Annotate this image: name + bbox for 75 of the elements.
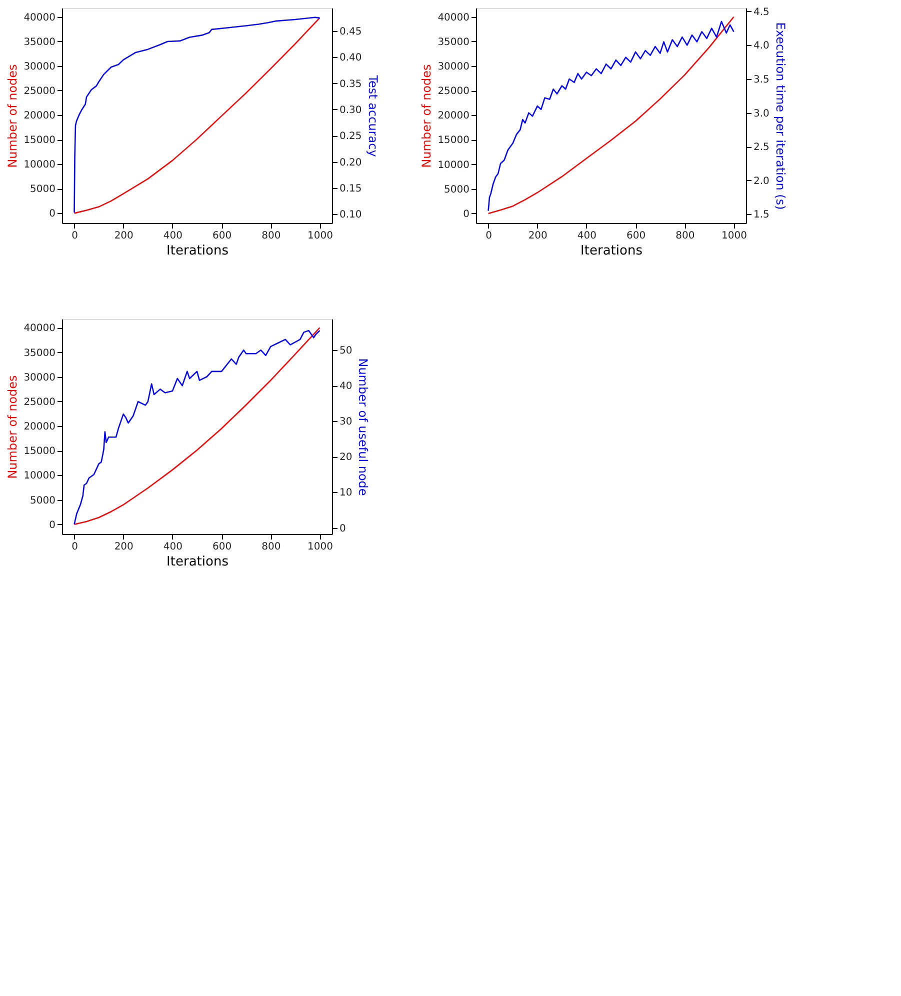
y-tick-label: 15000 (24, 446, 56, 458)
y2-tick-label: 0 (340, 523, 346, 534)
y2-tick-label: 0.35 (340, 78, 362, 90)
y-tick-label: 20000 (24, 110, 56, 122)
y2-tick-label: 20 (340, 452, 352, 464)
x-axis-title: Iterations (580, 244, 643, 258)
x-tick-label: 200 (114, 542, 134, 552)
y-tick-label: 40000 (24, 323, 56, 334)
x-tick-label: 200 (114, 230, 134, 242)
y-tick-label: 0 (463, 208, 470, 220)
y2-tick-label: 4.5 (754, 6, 770, 18)
y2-tick-label: 1.5 (754, 210, 770, 221)
y-tick-label: 10000 (438, 160, 470, 171)
y2-tick-label: 0.30 (340, 104, 362, 116)
y-tick-label: 15000 (24, 135, 56, 146)
y-tick-label: 20000 (24, 422, 56, 433)
y2-axis-title: Number of useful node (356, 358, 370, 496)
x-tick-label: 1000 (308, 542, 333, 552)
y-tick-label: 25000 (24, 396, 56, 408)
x-tick-label: 600 (626, 230, 646, 242)
y-axis-title: Number of nodes (6, 375, 20, 479)
y-tick-label: 30000 (24, 61, 56, 72)
x-tick-label: 400 (163, 230, 182, 242)
x-tick-label: 800 (262, 230, 281, 242)
x-axis-title: Iterations (166, 554, 229, 570)
y2-tick-label: 3.0 (754, 108, 770, 120)
y2-tick-label: 4.0 (754, 40, 770, 52)
y-tick-label: 40000 (438, 12, 470, 24)
x-tick-label: 800 (262, 542, 281, 552)
x-tick-label: 0 (72, 230, 78, 242)
x-axis-title: Iterations (166, 244, 229, 258)
x-tick-label: 800 (676, 230, 695, 242)
x-tick-label: 0 (72, 542, 78, 552)
x-tick-label: 600 (212, 230, 232, 242)
y-tick-label: 15000 (438, 135, 470, 146)
y2-tick-label: 40 (340, 381, 352, 392)
x-tick-label: 1000 (308, 230, 333, 242)
y-tick-label: 10000 (24, 160, 56, 171)
y-tick-label: 5000 (30, 495, 56, 506)
y-tick-label: 5000 (30, 184, 56, 196)
y2-axis-title: Test accuracy (366, 74, 380, 157)
x-tick-label: 400 (577, 230, 596, 242)
y-tick-label: 35000 (24, 348, 56, 359)
y2-tick-label: 30 (340, 416, 352, 428)
y-tick-label: 0 (49, 208, 56, 220)
y2-tick-label: 0.20 (340, 157, 362, 168)
y-tick-label: 25000 (438, 86, 470, 98)
y2-tick-label: 10 (340, 488, 352, 499)
y-tick-label: 20000 (438, 110, 470, 122)
y2-tick-label: 3.5 (754, 74, 770, 86)
y-axis-title: Number of nodes (420, 64, 434, 168)
y2-tick-label: 0.15 (340, 183, 362, 194)
y-tick-label: 5000 (444, 184, 470, 196)
y-tick-label: 30000 (438, 62, 470, 72)
y-tick-label: 10000 (24, 470, 56, 482)
x-tick-label: 400 (163, 542, 182, 552)
y-tick-label: 30000 (24, 372, 56, 384)
y2-axis-title: Execution time per iteration (s) (773, 22, 788, 210)
x-tick-label: 600 (212, 542, 232, 552)
y-tick-label: 0 (49, 520, 56, 531)
y-tick-label: 25000 (24, 86, 56, 97)
y2-tick-label: 0.25 (340, 131, 362, 142)
y-axis-title: Number of nodes (6, 64, 20, 168)
x-tick-label: 0 (486, 230, 492, 242)
y2-tick-label: 0.10 (340, 210, 362, 221)
y2-tick-label: 50 (340, 346, 352, 357)
y2-tick-label: 0.45 (340, 26, 362, 38)
x-tick-label: 1000 (722, 230, 747, 242)
y2-tick-label: 2.5 (754, 142, 770, 154)
x-tick-label: 200 (528, 230, 548, 242)
y-tick-label: 40000 (24, 12, 56, 24)
y2-tick-label: 2.0 (754, 176, 770, 187)
y-tick-label: 35000 (24, 36, 56, 48)
y-tick-label: 35000 (438, 36, 470, 48)
y2-tick-label: 0.40 (340, 52, 362, 64)
